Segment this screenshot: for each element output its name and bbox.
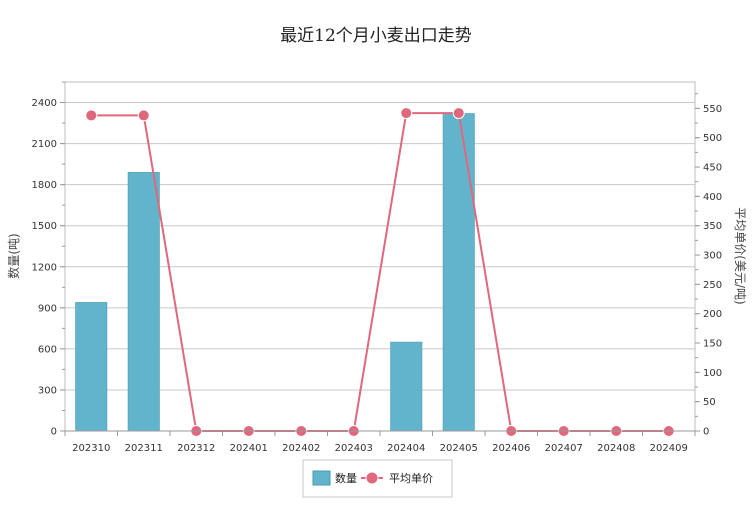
right-tick-label: 150: [703, 339, 722, 350]
right-tick-label: 400: [703, 192, 722, 203]
x-tick-label: 202406: [492, 443, 530, 454]
grid-lines: [65, 102, 695, 391]
x-tick-label: 202310: [72, 443, 110, 454]
left-tick-label: 0: [51, 427, 57, 438]
x-tick-label: 202409: [650, 443, 688, 454]
left-axis-title: 数量(吨): [6, 233, 21, 278]
right-tick-label: 200: [703, 309, 722, 320]
right-y-axis: 0 50 100 150 200 250 300 350 400 450 500 550: [695, 93, 722, 438]
right-tick-label: 300: [703, 251, 722, 262]
left-y-axis: 0 300 600 900 1200 1500 1800 2100 2400: [32, 81, 65, 438]
x-tick-label: 202404: [387, 443, 425, 454]
left-tick-label: 1200: [32, 262, 57, 273]
bar-202405: [442, 113, 475, 432]
left-tick-label: 1500: [32, 221, 57, 232]
left-tick-label: 300: [38, 385, 57, 396]
chart-title: 最近12个月小麦出口走势: [280, 26, 472, 46]
bar-202404: [390, 341, 423, 432]
x-tick-label: 202403: [335, 443, 373, 454]
right-tick-label: 0: [703, 427, 709, 438]
legend-bar-label: 数量: [335, 472, 357, 485]
x-tick-label: 202405: [440, 443, 478, 454]
left-tick-label: 600: [38, 344, 57, 355]
right-tick-label: 450: [703, 163, 722, 174]
bar-202311: [127, 172, 160, 432]
x-tick-label: 202402: [282, 443, 320, 454]
left-tick-label: 900: [38, 303, 57, 314]
right-tick-label: 350: [703, 221, 722, 232]
bar-series: [75, 113, 475, 432]
x-tick-label: 202312: [177, 443, 215, 454]
right-tick-label: 550: [703, 104, 722, 115]
x-axis: 202310 202311 202312 202401 202402 202403 2024…: [64, 430, 696, 454]
line-point-202311: [137, 109, 150, 122]
legend: 数量 平均单价: [302, 459, 453, 498]
right-tick-label: 500: [703, 133, 722, 144]
line-path: [91, 112, 669, 432]
legend-line-label: 平均单价: [389, 472, 433, 485]
legend-bar-swatch: [312, 470, 331, 486]
legend-line-marker: [365, 471, 379, 485]
left-tick-label: 2100: [32, 139, 57, 150]
line-point-202404: [400, 107, 413, 120]
x-tick-label: 202401: [230, 443, 268, 454]
line-point-202405: [452, 107, 465, 120]
right-tick-label: 250: [703, 280, 722, 291]
x-tick-label: 202408: [597, 443, 635, 454]
bar-202310: [75, 302, 108, 432]
right-tick-label: 100: [703, 368, 722, 379]
line-point-202310: [85, 109, 98, 122]
right-axis-title: 平均单价(美元/吨): [733, 207, 747, 304]
right-tick-label: 50: [703, 397, 716, 408]
x-tick-label: 202311: [125, 443, 163, 454]
left-tick-label: 1800: [32, 180, 57, 191]
left-tick-label: 2400: [32, 98, 57, 109]
line-series: [85, 107, 675, 437]
x-tick-label: 202407: [545, 443, 583, 454]
